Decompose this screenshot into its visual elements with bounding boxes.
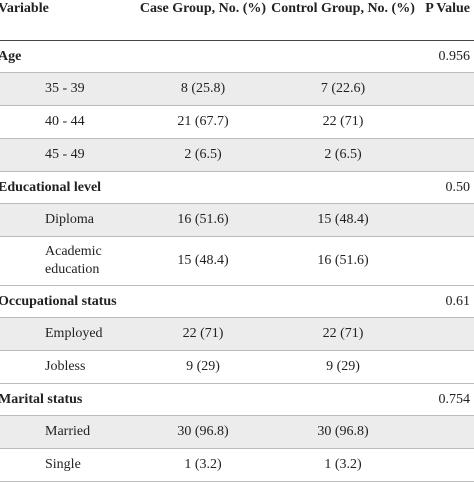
control-value: 7 (22.6) xyxy=(268,72,418,106)
header-row: Variable Case Group, No. (%) Control Gro… xyxy=(0,0,474,41)
section-row: Occupational status 0.61 xyxy=(0,286,474,318)
control-value: 16 (51.6) xyxy=(268,236,418,286)
header-cell: Variable xyxy=(0,1,49,16)
cell xyxy=(418,317,474,351)
control-value: 15 (48.4) xyxy=(268,203,418,237)
cell xyxy=(138,172,268,204)
case-value: 16 (51.6) xyxy=(138,203,268,237)
header-cell: Case Group, No. (%) xyxy=(139,1,267,16)
cell xyxy=(418,138,474,172)
cell xyxy=(418,105,474,139)
section-label: Educational level xyxy=(0,179,102,195)
data-row: 40 - 44 21 (67.7) 22 (71) xyxy=(0,105,474,139)
case-value: 22 (71) xyxy=(138,317,268,351)
case-value: 8 (25.8) xyxy=(138,72,268,106)
section-row: Age 0.956 xyxy=(0,41,474,73)
control-value: 9 (29) xyxy=(268,350,418,384)
data-row: 35 - 39 8 (25.8) 7 (22.6) xyxy=(0,72,474,106)
header-cell: P Value xyxy=(425,1,470,16)
data-row: Academic education 15 (48.4) 16 (51.6) xyxy=(0,236,474,286)
data-row: Diploma 16 (51.6) 15 (48.4) xyxy=(0,203,474,237)
row-label: 35 - 39 xyxy=(0,72,138,106)
cell xyxy=(138,286,268,318)
row-label: Diploma xyxy=(0,203,138,237)
section-row: Educational level 0.50 xyxy=(0,172,474,204)
section-label: Occupational status xyxy=(0,293,117,309)
header-cell: Control Group, No. (%) xyxy=(271,1,415,16)
control-value: 22 (71) xyxy=(268,105,418,139)
row-label: Single xyxy=(0,448,138,482)
control-value: 1 (3.2) xyxy=(268,448,418,482)
row-label: Employed xyxy=(0,317,138,351)
row-label: 45 - 49 xyxy=(0,138,138,172)
row-label: Jobless xyxy=(0,350,138,384)
row-label: Married xyxy=(0,415,138,449)
cell xyxy=(268,286,418,318)
case-value: 30 (96.8) xyxy=(138,415,268,449)
cell xyxy=(418,236,474,286)
p-value: 0.754 xyxy=(438,391,471,407)
case-value: 1 (3.2) xyxy=(138,448,268,482)
cell xyxy=(138,41,268,73)
cell xyxy=(418,448,474,482)
section-row: Marital status 0.754 xyxy=(0,384,474,416)
cell xyxy=(268,41,418,73)
case-value: 2 (6.5) xyxy=(138,138,268,172)
cell xyxy=(268,384,418,416)
cell xyxy=(418,415,474,449)
row-label: 40 - 44 xyxy=(0,105,138,139)
control-value: 2 (6.5) xyxy=(268,138,418,172)
cell xyxy=(418,203,474,237)
data-row: 45 - 49 2 (6.5) 2 (6.5) xyxy=(0,138,474,172)
data-row: Jobless 9 (29) 9 (29) xyxy=(0,350,474,384)
data-row: Married 30 (96.8) 30 (96.8) xyxy=(0,415,474,449)
p-value: 0.61 xyxy=(445,293,471,309)
data-row: Employed 22 (71) 22 (71) xyxy=(0,317,474,351)
row-label: Academic education xyxy=(0,236,138,286)
case-value: 21 (67.7) xyxy=(138,105,268,139)
p-value: 0.956 xyxy=(438,48,471,64)
cell xyxy=(268,172,418,204)
control-value: 30 (96.8) xyxy=(268,415,418,449)
p-value: 0.50 xyxy=(445,179,471,195)
section-label: Age xyxy=(0,48,22,64)
cell xyxy=(418,350,474,384)
section-label: Marital status xyxy=(0,391,83,407)
case-value: 15 (48.4) xyxy=(138,236,268,286)
control-value: 22 (71) xyxy=(268,317,418,351)
data-row: Single 1 (3.2) 1 (3.2) xyxy=(0,448,474,482)
case-value: 9 (29) xyxy=(138,350,268,384)
cell xyxy=(138,384,268,416)
cell xyxy=(418,72,474,106)
